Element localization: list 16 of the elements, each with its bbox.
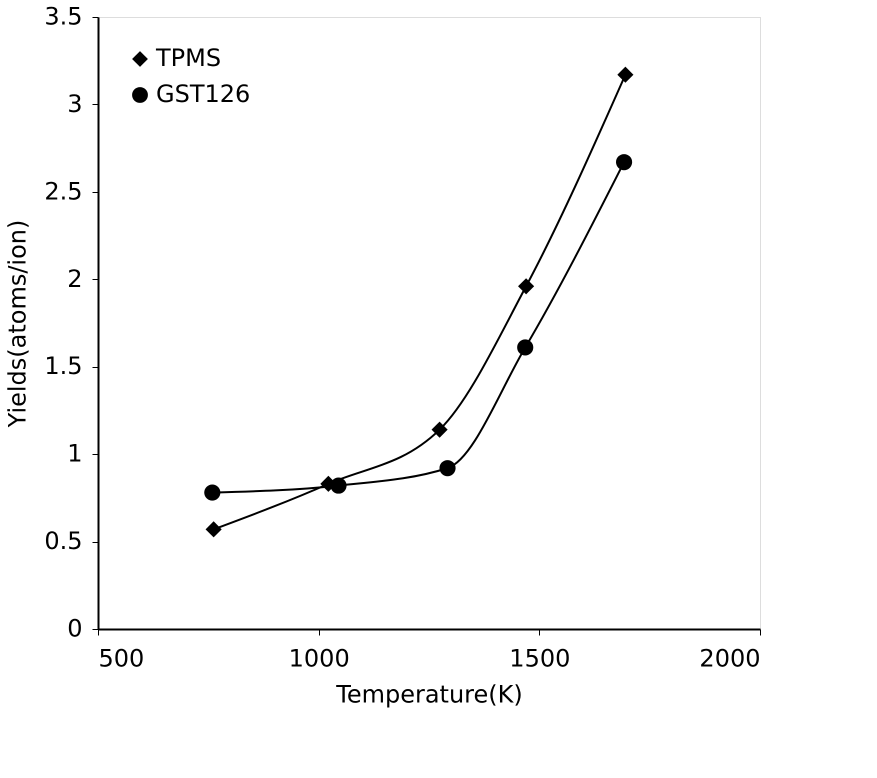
y-axis-title: Yields(atoms/ion) (3, 220, 32, 428)
y-tick-label: 2 (67, 264, 82, 293)
x-tick-label: 1500 (509, 644, 570, 672)
x-tick-label: 1000 (288, 644, 350, 672)
y-tick-label: 1 (67, 440, 82, 468)
legend-label: GST126 (156, 80, 250, 108)
x-tick-label: 2000 (699, 644, 760, 672)
y-tick-label: 0.5 (44, 527, 82, 556)
y-tick-label: 0 (67, 614, 82, 642)
y-tick-label: 2.5 (44, 177, 82, 206)
y-tick-label: 3 (67, 90, 82, 118)
x-axis-title: Temperature(K) (335, 680, 523, 708)
y-tick-label: 1.5 (44, 352, 82, 380)
x-tick-label: 500 (98, 644, 144, 672)
y-tick-label: 3.5 (44, 2, 82, 30)
legend-label: TPMS (155, 44, 222, 72)
